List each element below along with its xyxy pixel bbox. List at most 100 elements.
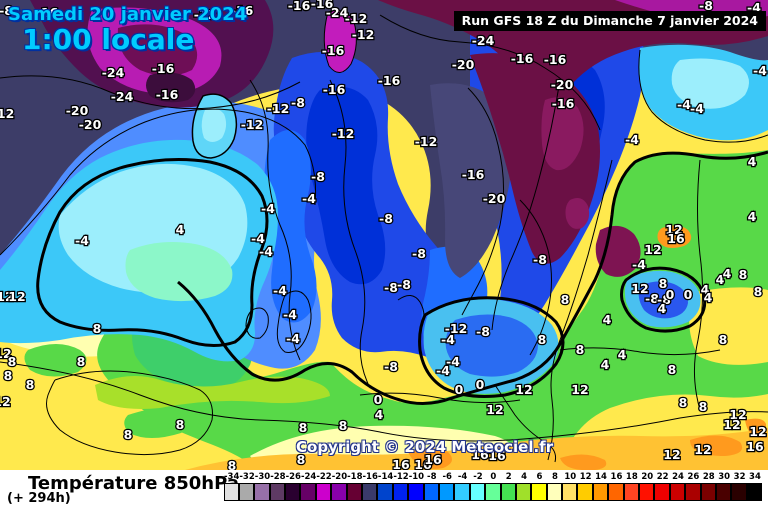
legend-value: -22 <box>316 472 332 482</box>
temp-label: 12 <box>515 382 532 397</box>
temp-label: 8 <box>228 458 237 470</box>
temp-label: -12 <box>0 106 14 121</box>
temp-label: -12 <box>241 117 264 132</box>
temp-label: 8 <box>719 332 728 347</box>
temp-label: 8 <box>77 354 86 369</box>
temp-label: 8 <box>538 332 547 347</box>
region-aqua-warm-pocket <box>125 242 233 302</box>
temp-label: -8 <box>0 3 13 18</box>
temp-label: 12 <box>0 346 12 361</box>
legend-color-box <box>362 483 378 501</box>
temp-label: -12 <box>445 321 468 336</box>
contour-isoline-plus8 <box>0 361 768 442</box>
temp-label: 16 <box>667 231 685 246</box>
temp-label: -4 <box>283 307 297 322</box>
contour-border-balkans <box>559 347 721 356</box>
contour-isoline-east-1 <box>547 159 613 461</box>
temp-label: 16 <box>471 447 489 462</box>
temp-label: -16 <box>462 167 485 182</box>
legend-color-box <box>423 483 439 501</box>
legend-color-box <box>469 483 486 501</box>
contour-zero-line-main <box>177 150 768 405</box>
contour-coast-iberia <box>46 370 213 456</box>
legend-color-box <box>608 483 624 501</box>
temp-label: 12 <box>486 402 503 417</box>
legend-color-box <box>254 483 270 501</box>
region-yellow-ne-patch <box>689 287 768 365</box>
legend-cell: 6 <box>531 471 547 501</box>
temp-label: -20 <box>79 117 102 132</box>
legend-value: 16 <box>610 472 623 482</box>
temp-label: 12 <box>0 394 11 409</box>
legend-color-box <box>746 483 763 501</box>
legend-value: -2 <box>473 472 483 482</box>
legend-color-box <box>639 483 655 501</box>
legend-cell: -14 <box>377 471 394 501</box>
contour-coast-italy <box>494 384 556 463</box>
region-carpathian-warm-spot <box>657 225 692 248</box>
temp-label: -4 <box>625 132 639 147</box>
temp-label: 4 <box>375 407 384 422</box>
temp-label: -4 <box>259 244 273 259</box>
temp-label: -4 <box>753 63 767 78</box>
contour-isoline-ne-tongue <box>638 49 768 143</box>
legend-color-box <box>485 483 501 501</box>
temp-label: -16 <box>152 61 175 76</box>
temp-label: -4 <box>690 101 704 116</box>
region-orange-spot-4 <box>745 418 766 439</box>
contour-zero-ring-alps <box>418 296 565 398</box>
temp-label: -4 <box>75 233 89 248</box>
temp-label: 0 <box>455 382 464 397</box>
region-pale-ne-core <box>671 58 749 109</box>
temperature-map: -8 -16 -12 -16 -24 -24 -16 -16 -16 -12 -12 -16 -24 -2… <box>0 0 768 470</box>
legend-cell: -4 <box>454 471 470 501</box>
temp-label: -8 <box>291 95 305 110</box>
temp-label: 4 <box>748 209 757 224</box>
legend-cell: 16 <box>608 471 624 501</box>
legend-cell: 24 <box>669 471 686 501</box>
legend-value: 4 <box>521 472 528 482</box>
temp-label: -4 <box>273 283 287 298</box>
temp-label: 12 <box>723 417 740 432</box>
legend-color-box <box>546 483 563 501</box>
contour-coast-britain <box>276 290 312 353</box>
legend-color-box <box>408 483 424 501</box>
legend-value: 22 <box>656 472 669 482</box>
temp-label: -24 <box>326 5 349 20</box>
legend-cell: 30 <box>716 471 732 501</box>
legend-value: -12 <box>393 472 409 482</box>
temp-label: -16 <box>36 5 59 20</box>
legend-value: -14 <box>377 472 394 482</box>
temp-label: -8 <box>379 211 393 226</box>
temp-label: 16 <box>488 448 506 463</box>
temp-label: -8 <box>311 169 325 184</box>
legend-value: 24 <box>672 472 684 482</box>
temp-label: -16 <box>311 0 334 11</box>
legend-value: 18 <box>625 472 638 482</box>
legend-value: -28 <box>270 472 286 482</box>
region-orange-band-south <box>185 428 768 470</box>
temp-label: 8 <box>739 267 748 282</box>
region-alps-pocket-blue <box>445 314 538 377</box>
legend-value: -20 <box>331 472 348 482</box>
legend-color-box <box>731 483 747 501</box>
temp-label: -8 <box>412 246 426 261</box>
legend-value: 34 <box>749 472 761 482</box>
temp-label: 0 <box>666 287 675 302</box>
legend-value: 10 <box>564 472 577 482</box>
region-magenta-scand-spot-1 <box>541 97 584 171</box>
temp-label: 8 <box>297 452 306 467</box>
temp-label: -20 <box>551 77 574 92</box>
temp-label: -4 <box>261 201 275 216</box>
temp-label: -12 <box>267 101 290 116</box>
legend-color-box <box>500 483 516 501</box>
contour-coast-norway <box>461 87 505 316</box>
temp-label: 4 <box>618 347 627 362</box>
legend-cell: -34 <box>223 471 239 501</box>
legend-cell: -6 <box>438 471 455 501</box>
temp-label: 12 <box>729 407 746 422</box>
temp-label: -12 <box>345 11 368 26</box>
legend-color-box <box>716 483 732 501</box>
contour-isoline-east-cold <box>491 79 561 331</box>
legend-value: 14 <box>595 472 607 482</box>
